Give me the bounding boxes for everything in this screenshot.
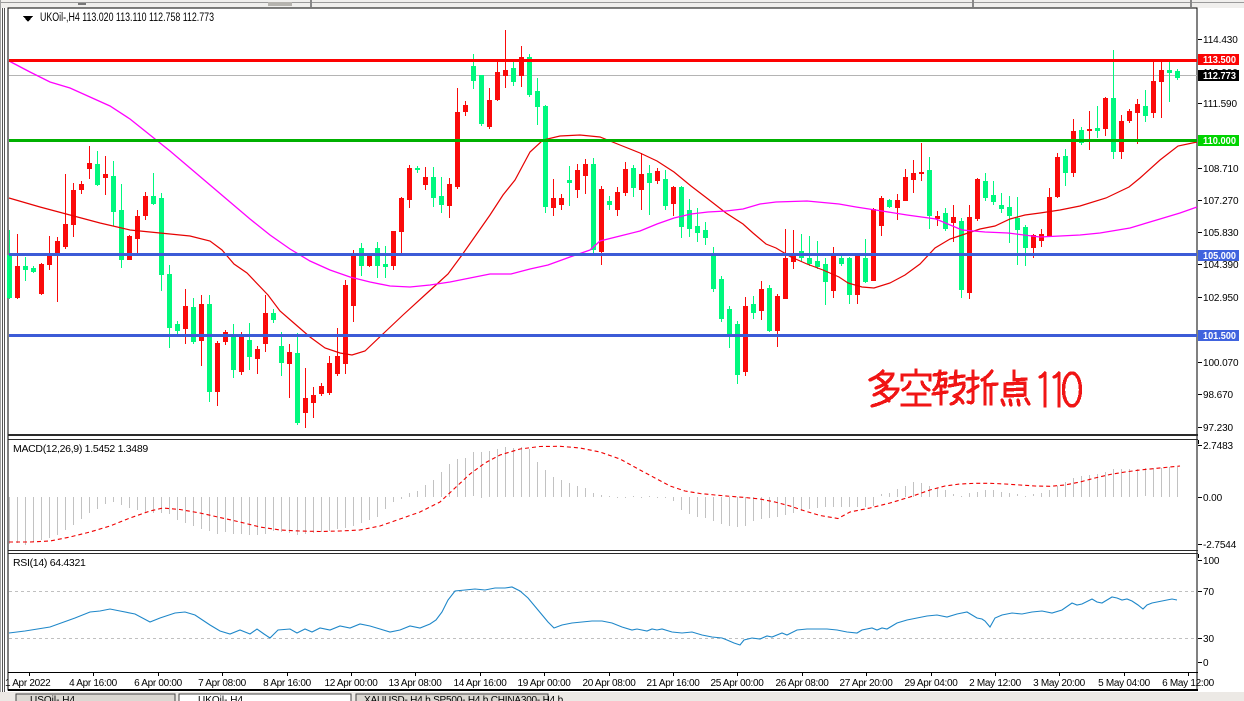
- svg-text:105.830: 105.830: [1203, 228, 1239, 239]
- svg-text:0: 0: [1203, 658, 1209, 669]
- svg-text:26 Apr 08:00: 26 Apr 08:00: [775, 678, 829, 689]
- svg-text:UKOil-,H4: UKOil-,H4: [198, 695, 243, 701]
- svg-text:UKOil-,H4 113.020 113.110 112: UKOil-,H4 113.020 113.110 112.758 112.77…: [40, 12, 214, 24]
- svg-text:113.500: 113.500: [1203, 55, 1236, 66]
- svg-text:12 Apr 00:00: 12 Apr 00:00: [324, 678, 378, 689]
- svg-text:20 Apr 08:00: 20 Apr 08:00: [582, 678, 636, 689]
- svg-text:110.000: 110.000: [1203, 136, 1236, 147]
- svg-text:114.430: 114.430: [1203, 35, 1238, 46]
- svg-text:USOil-,H4: USOil-,H4: [30, 695, 75, 701]
- svg-text:21 Apr 16:00: 21 Apr 16:00: [646, 678, 700, 689]
- svg-text:102.950: 102.950: [1203, 293, 1239, 304]
- svg-text:-2.7544: -2.7544: [1203, 540, 1237, 551]
- svg-text:98.670: 98.670: [1203, 390, 1234, 401]
- svg-text:105.000: 105.000: [1203, 251, 1236, 262]
- svg-text:100: 100: [1203, 556, 1220, 567]
- svg-text:8 Apr 16:00: 8 Apr 16:00: [263, 678, 312, 689]
- svg-text:100.070: 100.070: [1203, 358, 1239, 369]
- svg-text:5 May 04:00: 5 May 04:00: [1098, 678, 1150, 689]
- svg-text:112.773: 112.773: [1203, 71, 1236, 82]
- svg-text:19 Apr 00:00: 19 Apr 00:00: [517, 678, 571, 689]
- svg-text:30: 30: [1203, 634, 1214, 645]
- svg-text:2 May 12:00: 2 May 12:00: [969, 678, 1021, 689]
- svg-text:14 Apr 16:00: 14 Apr 16:00: [453, 678, 507, 689]
- svg-text:27 Apr 20:00: 27 Apr 20:00: [839, 678, 893, 689]
- svg-text:RSI(14) 64.4321: RSI(14) 64.4321: [13, 557, 86, 569]
- svg-text:107.270: 107.270: [1203, 196, 1239, 207]
- svg-text:XAUUSD-,H4 b SP500-,H4 b CHINA: XAUUSD-,H4 b SP500-,H4 b CHINA300-,H4 b: [364, 695, 564, 701]
- svg-text:0.00: 0.00: [1203, 493, 1223, 504]
- svg-text:6 May 12:00: 6 May 12:00: [1162, 678, 1214, 689]
- svg-text:MACD(12,26,9) 1.5452 1.3489: MACD(12,26,9) 1.5452 1.3489: [13, 443, 148, 455]
- svg-text:101.500: 101.500: [1203, 331, 1236, 342]
- svg-text:29 Apr 04:00: 29 Apr 04:00: [904, 678, 958, 689]
- svg-text:104.390: 104.390: [1203, 260, 1239, 271]
- svg-text:70: 70: [1203, 587, 1214, 598]
- svg-text:1 Apr 2022: 1 Apr 2022: [5, 678, 51, 689]
- svg-text:25 Apr 00:00: 25 Apr 00:00: [710, 678, 764, 689]
- svg-text:97.230: 97.230: [1203, 423, 1234, 434]
- svg-text:111.590: 111.590: [1203, 99, 1238, 110]
- svg-text:2.7483: 2.7483: [1203, 441, 1234, 452]
- svg-text:3 May 20:00: 3 May 20:00: [1033, 678, 1085, 689]
- svg-text:13 Apr 08:00: 13 Apr 08:00: [388, 678, 442, 689]
- svg-text:108.710: 108.710: [1203, 164, 1239, 175]
- svg-text:4 Apr 16:00: 4 Apr 16:00: [69, 678, 118, 689]
- svg-text:7 Apr 08:00: 7 Apr 08:00: [198, 678, 247, 689]
- svg-text:6 Apr 00:00: 6 Apr 00:00: [134, 678, 183, 689]
